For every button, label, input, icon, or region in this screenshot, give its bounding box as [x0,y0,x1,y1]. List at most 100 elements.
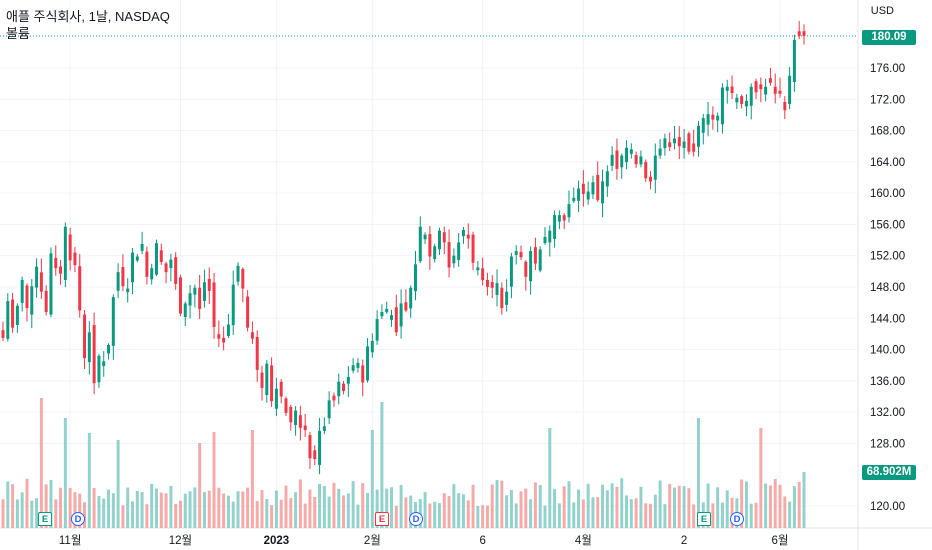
candle-body [596,174,600,201]
candle-body [447,242,451,268]
candle-body [207,278,211,291]
volume-bar [375,489,379,528]
candle-body [677,137,681,147]
time-tick-label: 11월 [59,534,82,547]
candle-body [15,305,19,325]
candle-body [792,39,796,83]
candle-body [414,264,417,292]
dividend-event-marker[interactable]: D [71,512,85,526]
dividend-event-marker[interactable]: D [409,512,423,526]
candle-body [78,266,82,311]
volume-bar [198,443,202,528]
candle-body [375,319,379,341]
price-tick-label: 148.00 [870,282,905,294]
time-tick-label: 2월 [364,534,381,547]
volume-bar [399,484,403,528]
candle-body [720,87,724,125]
candle-body [725,86,729,91]
volume-bar [553,488,557,528]
price-tick-label: 152.00 [870,251,905,263]
candle-body [778,90,782,94]
volume-bar [673,487,676,528]
candle-body [217,334,221,339]
volume-bar [92,488,96,528]
candle-body [246,296,250,328]
candle-body [529,251,533,282]
candle-body [514,251,518,255]
candle-body [740,96,744,104]
candle-body [466,234,470,239]
volume-bar [404,497,408,528]
volume-bar [548,428,552,528]
volume-bar [706,483,710,528]
volume-bar [361,483,365,528]
candle-body [500,287,504,309]
volume-bar [154,488,158,528]
volume-bar [255,501,259,528]
volume-bar [303,503,307,528]
candle-body [35,266,39,288]
candle-body [615,150,619,169]
volume-bar [25,478,29,528]
volume-bar [720,502,724,528]
candle-body [668,142,672,147]
candle-body [471,234,475,263]
candle-body [150,268,154,280]
volume-bar [274,490,278,528]
volume-bar [346,493,350,528]
volume-bar [265,498,269,528]
volume-bar [634,498,638,528]
price-axis[interactable]: 176.00 172.00 168.00 164.00 160.00 156.00 152.… [870,63,905,513]
candle-body [452,255,456,264]
earnings-event-marker[interactable]: E [375,512,389,526]
candle-body [509,256,513,287]
candle-body [111,297,115,346]
volume-bar [802,472,806,528]
volume-bar [73,492,77,528]
volume-bar [610,483,614,528]
volume-bar [270,505,274,528]
candle-body [581,183,585,194]
volume-bar [332,482,336,528]
volume-bar [342,495,346,528]
candle-body [696,125,700,147]
last-volume-badge: 68.902M [862,465,916,480]
volume-bar [629,499,633,528]
volume-bar [20,492,24,528]
candle-body [735,97,739,103]
volume-bar [366,493,370,528]
volume-bar [471,484,475,528]
earnings-event-marker[interactable]: E [697,512,711,526]
volume-bar [409,495,413,528]
candle-body [183,303,187,317]
time-tick-label: 6 [479,535,485,547]
volume-bar [663,504,667,528]
price-tick-label: 172.00 [870,94,905,106]
volume-bar [11,484,15,528]
volume-bar [653,494,657,528]
volume-bar [279,499,283,528]
volume-bar [639,486,643,528]
candle-body [202,282,206,301]
volume-bar [605,490,609,528]
candle-body [553,215,557,239]
volume-bar [572,502,576,528]
candle-body [442,232,446,243]
candle-body [222,337,226,343]
candle-body [457,242,461,260]
earnings-event-marker[interactable]: E [38,512,52,526]
volume-bar [581,499,585,528]
price-tick-label: 128.00 [870,438,905,450]
candle-body [625,147,629,163]
candle-body [543,236,547,244]
time-axis[interactable]: 11월 12월 2023 2월 6 4월 2 6월 [59,534,789,547]
candle-body [107,344,111,354]
dividend-event-marker[interactable]: D [730,512,744,526]
volume-bar [437,503,441,528]
volume-bar [1,499,5,528]
candle-body [102,361,106,366]
volume-bar [754,502,758,528]
volume-bar [466,500,470,528]
volume-bar [519,491,523,528]
